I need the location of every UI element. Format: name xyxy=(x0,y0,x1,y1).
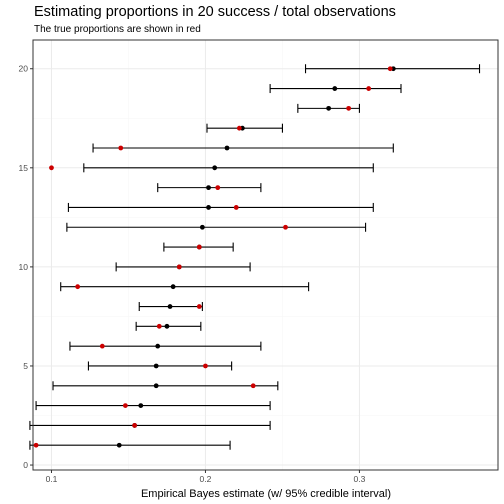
x-tick-label: 0.3 xyxy=(354,474,366,484)
true-proportion-point xyxy=(387,66,393,72)
estimate-point xyxy=(164,323,170,329)
estimate-point xyxy=(326,105,332,111)
y-tick-label: 15 xyxy=(19,163,29,173)
estimate-point xyxy=(153,383,159,389)
true-proportion-point xyxy=(176,264,182,270)
y-axis: 0 5 10 15 20 xyxy=(19,64,33,470)
true-proportion-point xyxy=(366,86,372,91)
x-axis: 0.1 0.2 0.3 xyxy=(46,470,366,484)
true-proportion-point xyxy=(215,185,221,191)
true-proportion-point xyxy=(132,423,138,428)
x-axis-title: Empirical Bayes estimate (w/ 95% credibl… xyxy=(141,488,391,500)
estimate-point xyxy=(170,284,176,290)
estimate-point xyxy=(206,205,211,210)
true-proportion-point xyxy=(118,145,124,151)
true-proportion-point xyxy=(49,165,54,171)
x-tick-label: 0.1 xyxy=(46,474,58,484)
true-proportion-point xyxy=(75,284,81,290)
estimate-point xyxy=(212,165,218,171)
chart-subtitle: The true proportions are shown in red xyxy=(34,24,201,35)
panel-border-rect xyxy=(32,39,499,471)
chart-title: Estimating proportions in 20 success / t… xyxy=(34,4,396,20)
true-proportion-point xyxy=(203,363,208,369)
estimate-point xyxy=(206,185,211,191)
estimate-point xyxy=(332,86,338,91)
y-tick-label: 20 xyxy=(19,64,29,74)
true-proportion-point xyxy=(156,323,162,329)
true-proportion-point xyxy=(99,343,105,349)
estimate-point xyxy=(224,145,230,151)
minor-gridlines xyxy=(33,40,498,470)
true-proportion-point xyxy=(196,304,202,309)
estimate-point xyxy=(167,304,173,309)
estimate-point xyxy=(199,224,205,230)
x-tick-label: 0.2 xyxy=(200,474,212,484)
y-tick-label: 10 xyxy=(19,262,29,272)
true-proportion-point xyxy=(346,105,352,111)
panel-border xyxy=(32,39,499,471)
y-tick-label: 5 xyxy=(23,361,28,371)
true-proportion-point xyxy=(122,403,128,408)
estimate-point xyxy=(138,403,144,408)
y-tick-label: 0 xyxy=(23,460,28,470)
plot-panel xyxy=(33,40,498,470)
panel-background xyxy=(33,40,498,470)
true-proportion-point xyxy=(250,383,256,389)
true-proportion-point xyxy=(33,442,39,448)
true-proportion-point xyxy=(233,205,239,210)
estimate-point xyxy=(116,442,122,448)
true-proportion-point xyxy=(283,224,288,230)
true-proportion-points xyxy=(33,66,393,448)
true-proportion-point xyxy=(236,125,242,131)
estimate-point xyxy=(153,363,159,369)
true-proportion-point xyxy=(196,244,202,250)
estimate-point xyxy=(155,343,161,349)
